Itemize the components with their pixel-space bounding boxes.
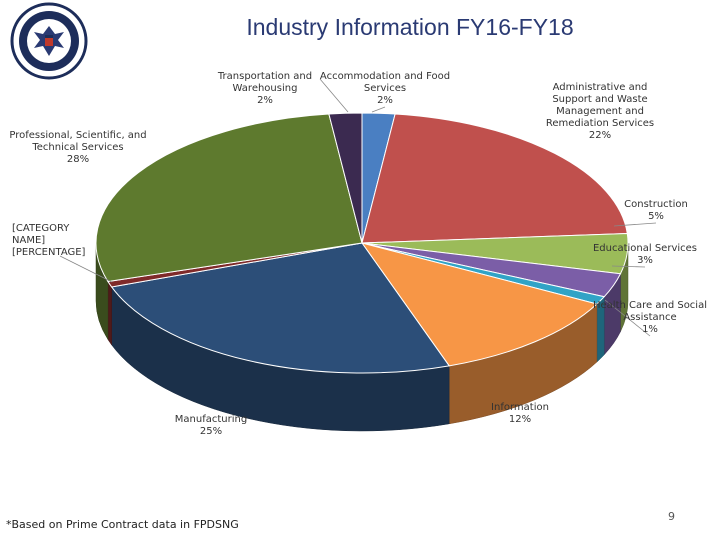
slice-label-6: Manufacturing 25% <box>175 414 247 437</box>
leader-line-4 <box>604 299 651 337</box>
pie-sides <box>95 242 629 432</box>
leader-line-2 <box>613 222 657 227</box>
pie-slices <box>95 112 629 374</box>
slice-label-9: Transportation and Warehousing 2% <box>217 71 312 106</box>
leader-lines <box>59 78 657 337</box>
slice-label-1: Administrative and Support and Waste Manag… <box>546 82 654 141</box>
slice-label-8: Professional, Scientific, and Technical S… <box>9 130 146 165</box>
pie-slice-8 <box>95 113 363 283</box>
slice-label-7: [CATEGORY NAME] [PERCENTAGE] <box>12 223 86 258</box>
leader-line-3 <box>611 265 646 268</box>
slice-label-3: Educational Services 3% <box>593 243 697 266</box>
slice-label-0: Accommodation and Food Services 2% <box>320 71 450 106</box>
page-number: 9 <box>668 510 675 523</box>
footnote: *Based on Prime Contract data in FPDSNG <box>6 518 239 531</box>
pie-slice-9 <box>328 112 363 244</box>
leader-line-9 <box>319 78 349 113</box>
leader-line-0 <box>371 106 386 113</box>
pie-slice-6 <box>110 242 451 374</box>
pie-slice-5 <box>360 242 598 367</box>
leader-line-7 <box>59 255 113 283</box>
slice-label-5: Information 12% <box>491 402 549 425</box>
slice-label-2: Construction 5% <box>624 199 688 222</box>
slice-label-4: Health Care and Social Assistance 1% <box>593 300 707 335</box>
agency-seal-logo <box>10 2 88 80</box>
pie-slice-1 <box>361 113 628 244</box>
chart-title: Industry Information FY16-FY18 <box>246 14 574 40</box>
slice-side-7 <box>107 280 112 346</box>
slice-labels: Accommodation and Food Services 2% Administ… <box>9 71 707 437</box>
